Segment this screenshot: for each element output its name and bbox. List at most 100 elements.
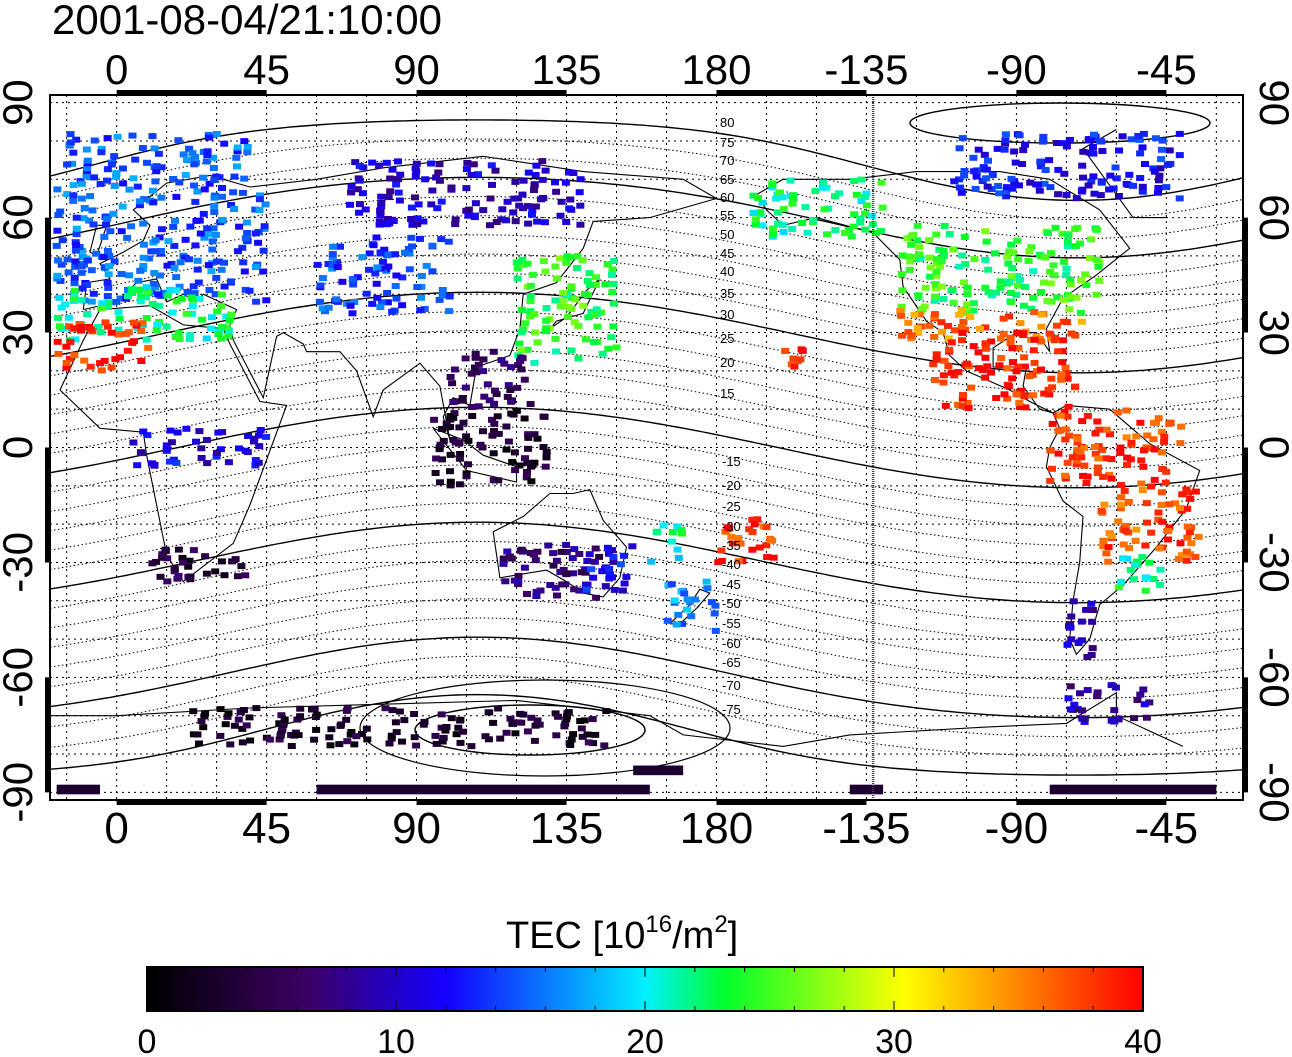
tec-pixel-indonesia [524,445,532,452]
tec-pixel-africa-equator [143,432,152,439]
tec-pixel-antarctica-east [588,716,597,723]
tec-pixel-scandinavia [119,180,128,187]
y-tick-label-left: -30 [0,532,41,593]
tec-pixel-alaska [850,178,858,184]
tec-pixel-greenland-canada [1129,182,1138,189]
tec-pixel-alaska [774,220,782,227]
tec-pixel-europe [100,264,109,271]
tec-pixel-north-america [1047,250,1055,257]
x-tick-label-top: 45 [243,46,290,93]
tec-pixel-central-america [1020,354,1029,361]
tec-pixel-europe [234,248,242,255]
x-tick-label-top: -45 [1136,46,1197,93]
tec-pixel-europe [192,217,201,224]
tec-pixel-new-zealand [683,596,692,603]
tec-pixel-central-america [1013,329,1022,336]
tec-pixel-antarctica-east [523,728,532,735]
tec-pixel-south-america-north [1077,454,1086,461]
tec-pixel-brazil [1147,483,1155,490]
tec-pixel-greenland-canada [1175,130,1184,137]
tec-pixel-alaska [868,221,877,228]
tec-pixel-scandinavia [183,156,191,163]
tec-pixel-iberia-africa-north [123,347,132,354]
tec-pixel-greenland-canada [956,184,964,191]
tec-pixel-greenland-canada [1090,131,1098,138]
tec-pixel-central-asia [428,268,437,275]
tec-pixel-brazil-south [1142,574,1151,581]
tec-pixel-europe [106,228,115,235]
tec-pixel-greenland-canada [1175,152,1184,159]
tec-pixel-south-africa [174,572,183,579]
tec-pixel-southeast-asia [479,356,488,363]
tec-pixel-antarctica-east [583,731,592,738]
tec-pixel-indonesia [520,415,529,422]
tec-pixel-central-america [1003,395,1012,402]
tec-pixel-africa-equator [162,442,171,449]
tec-pixel-central-asia [382,251,391,258]
tec-pixel-north-america [1059,296,1068,303]
tec-pixel-greenland-canada [1127,136,1136,143]
tec-pixel-europe [190,290,199,297]
tec-pixel-alaska [768,225,777,232]
tec-pixel-southeast-asia [520,376,529,383]
tec-pixel-antarctica-east [514,719,523,726]
tec-pixel-greenland-canada [1078,186,1087,193]
tec-pixel-siberia [562,219,571,225]
tec-pixel-south-america-north [1080,462,1089,469]
tec-pixel-antarctica-east [336,722,345,729]
tec-pixel-siberia [414,201,423,208]
tec-pixel-brazil [1141,542,1150,549]
tec-pixel-siberia [353,186,362,193]
tec-pixel-siberia [486,222,494,229]
tec-pixel-siberia [375,221,384,228]
tec-pixel-antarctica-east [239,707,248,713]
tec-pixel-central-america [1057,371,1066,378]
tec-pixel-new-zealand [663,617,672,624]
tec-pixel-alaska [856,215,865,222]
tec-pixel-europe-south [141,294,150,301]
tec-polar-band [56,784,100,795]
tec-pixel-new-zealand [670,597,679,604]
contour-label: -30 [722,519,741,534]
tec-pixel-brazil [1117,501,1125,508]
tec-pixel-central-asia [445,293,454,300]
tec-pixel-central-asia [401,249,409,256]
tec-pixel-scandinavia [179,151,188,158]
y-tick-label-left: 60 [0,194,41,241]
tec-pixel-north-america [1004,278,1013,285]
tec-pixel-europe [64,269,73,276]
tec-pixel-siberia [539,195,547,201]
tec-pixel-antarctica-east [454,724,463,731]
tec-pixel-europe [77,263,86,270]
tec-pixel-europe-south [222,324,231,331]
tec-pixel-southeast-asia [448,380,457,387]
tec-pixel-pacific-islands [673,546,682,553]
tec-pixel-north-america [918,306,927,312]
tec-pixel-europe [156,272,164,279]
tec-pixel-central-asia [391,283,400,289]
tec-pixel-north-america [1007,299,1016,305]
tec-pixel-antarctica-east [381,705,390,712]
tec-pixel-indonesia [455,455,464,462]
tec-pixel-brazil-south [1141,587,1150,594]
tec-pixel-greenland-canada [970,168,979,175]
tec-pixel-north-america [1086,255,1095,262]
tec-pixel-north-america [1066,277,1075,283]
tec-pixel-europe [229,189,238,196]
tec-pixel-south-america-north [1160,433,1169,440]
tec-pixel-central-asia [405,250,414,257]
tec-pixel-siberia [347,189,356,196]
tec-pixel-south-africa [179,559,188,566]
tec-pixel-south-america-north [1137,457,1146,464]
tec-pixel-siberia [377,203,386,210]
tec-pixel-greenland-canada [1157,156,1166,163]
tec-pixel-north-america-south [1037,323,1046,330]
tec-pixel-north-america-south [1051,334,1059,341]
tec-pixel-central-america [940,357,949,364]
tec-pixel-europe-south [71,336,80,343]
tec-pixel-australia-east [589,574,598,581]
tec-pixel-south-america-north [1063,459,1072,466]
graticule-grid [50,95,1243,800]
tec-pixel-brazil [1182,548,1191,555]
tec-pixel-antarctica-east [342,716,351,723]
